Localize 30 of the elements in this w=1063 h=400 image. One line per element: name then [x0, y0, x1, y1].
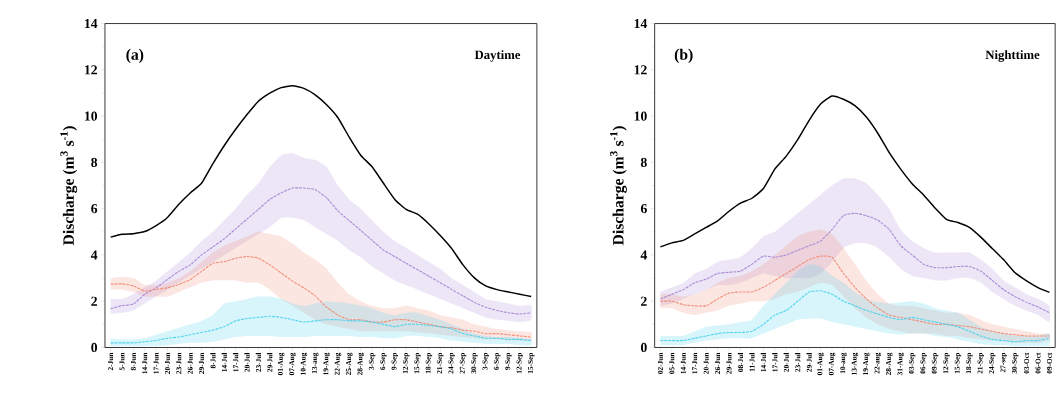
annotation: (a)	[126, 49, 144, 64]
y-tick-label: 0	[91, 343, 98, 353]
y-tick-label: 2	[91, 296, 97, 306]
y-axis-title: Discharge (m$^{3}$ s$^{-1}$)	[60, 126, 78, 246]
y-tick-label: 8	[91, 157, 98, 168]
y-tick-label: 14	[84, 19, 98, 29]
y-tick-label: 4	[640, 250, 648, 260]
line-series	[659, 290, 1050, 343]
line-series	[659, 255, 1050, 337]
annotation: Nighttime	[985, 50, 1040, 62]
line-series	[659, 212, 1050, 314]
y-tick-label: 14	[634, 19, 648, 29]
annotation: (b)	[674, 49, 693, 64]
y-tick-label: 0	[640, 343, 647, 353]
line-series	[110, 256, 532, 338]
line-series	[110, 315, 532, 344]
y-axis-title: Discharge (m$^{3}$ s$^{-1}$)	[610, 126, 627, 246]
line-series	[110, 187, 532, 315]
y-tick-label: 10	[84, 111, 98, 121]
y-tick-label: 4	[90, 250, 98, 260]
line-series	[659, 95, 1051, 294]
y-tick-label: 8	[640, 157, 647, 168]
y-tick-label: 2	[641, 296, 647, 306]
y-tick-label: 12	[84, 65, 97, 75]
annotation: Daytime	[474, 50, 521, 62]
y-tick-label: 6	[640, 204, 647, 214]
y-tick-label: 6	[91, 204, 98, 214]
y-tick-label: 10	[634, 111, 647, 121]
line-series	[109, 85, 532, 298]
y-tick-label: 12	[634, 65, 647, 75]
